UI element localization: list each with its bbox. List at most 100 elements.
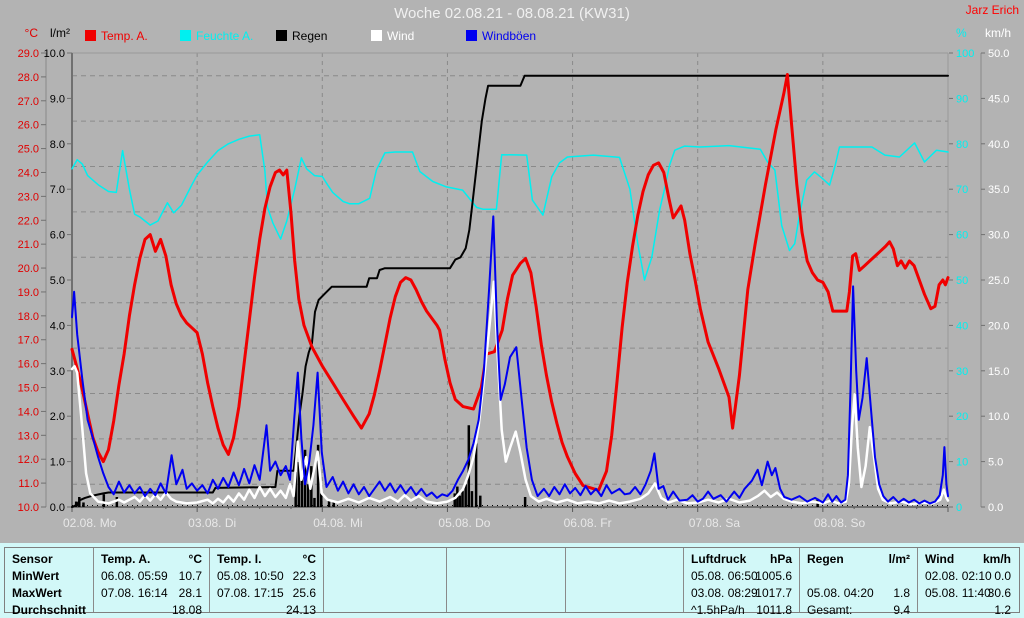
humidity-axis-tick-label: 50	[956, 275, 968, 287]
stats-min-label: 05.08. 06:50	[691, 569, 758, 583]
stats-row-label: Durchschnitt	[5, 603, 93, 618]
temp-axis-tick-label: 18.0	[18, 311, 39, 323]
stats-max: 03.08. 08:29 1017.7	[684, 586, 799, 602]
stats-max-label: 05.08. 04:20	[807, 586, 874, 600]
stats-avg: 1.2	[918, 603, 1018, 618]
legend-label: Wind	[387, 29, 414, 43]
rain-axis-tick-label: 8.0	[50, 139, 65, 151]
day-label: 07.08. Sa	[689, 516, 741, 530]
windspeed-axis-tick-label: 50.0	[988, 48, 1009, 60]
legend-swatch-2	[180, 30, 191, 41]
stats-min-label: 02.08. 02:10	[925, 569, 992, 583]
humidity-axis-tick-label: 30	[956, 366, 968, 378]
stats-row-labels-column: Sensor MinWert MaxWert Durchschnitt	[5, 548, 93, 617]
stats-max-value: 30.6	[987, 586, 1011, 600]
stats-max-value: 1.8	[893, 586, 910, 600]
weather-chart: Woche 02.08.21 - 08.08.21 (KW31) Jarz Er…	[18, 3, 1019, 530]
humidity-axis-tick-label: 40	[956, 320, 968, 332]
stats-max: 07.08. 17:15 25.6	[210, 586, 323, 602]
legend-label: Regen	[292, 29, 327, 43]
temp-axis-tick-label: 21.0	[18, 239, 39, 251]
series-line-temp-a	[70, 73, 950, 492]
rain-axis-tick-label: 6.0	[50, 230, 65, 242]
stats-column: Luftdruck hPa 05.08. 06:50 1005.6 03.08. 08:…	[683, 548, 799, 617]
temp-axis-tick-label: 10.0	[18, 502, 39, 514]
stats-header-value: km/h	[982, 552, 1011, 566]
stats-max-label: 07.08. 17:15	[217, 586, 284, 600]
stats-avg: ^1.5hPa/h 1011.8	[684, 603, 799, 618]
stats-min-value: 0.0	[994, 569, 1011, 583]
temp-axis-tick-label: 13.0	[18, 430, 39, 442]
stats-column: Temp. I. °C 05.08. 10:50 22.3 07.08. 17:15 25…	[209, 548, 323, 617]
legend-label: Feuchte A.	[196, 29, 253, 43]
stats-header-label: Luftdruck	[691, 552, 747, 566]
windspeed-axis-tick-label: 45.0	[988, 93, 1009, 105]
stats-column: Wind km/h 02.08. 02:10 0.0 05.08. 11:40 30.6 1…	[917, 548, 1018, 617]
windspeed-axis-tick-label: 0.0	[988, 502, 1003, 514]
stats-header: Temp. A. °C	[94, 552, 209, 568]
stats-panel: Sensor MinWert MaxWert Durchschnitt Temp. A.…	[0, 543, 1024, 618]
stats-max-label: 07.08. 16:14	[101, 586, 168, 600]
axis-unit-rain: l/m²	[50, 26, 70, 40]
series-line-regen	[71, 74, 949, 508]
stats-min-value: 22.3	[292, 569, 316, 583]
stats-header-value: °C	[188, 552, 202, 566]
stats-max-value: 1017.7	[755, 586, 792, 600]
humidity-axis-tick-label: 70	[956, 184, 968, 196]
stats-max-label: 03.08. 08:29	[691, 586, 758, 600]
stats-max-value: 25.6	[292, 586, 316, 600]
stats-max: 05.08. 04:20 1.8	[800, 586, 917, 602]
stats-min	[800, 569, 917, 585]
stats-avg-value: 9.4	[893, 603, 910, 617]
temp-axis-tick-label: 16.0	[18, 359, 39, 371]
stats-header-label: Temp. I.	[217, 552, 262, 566]
temp-axis-tick-label: 23.0	[18, 191, 39, 203]
stats-min-label: 05.08. 10:50	[217, 569, 284, 583]
stats-header-value: hPa	[769, 552, 792, 566]
humidity-axis-tick-label: 10	[956, 457, 968, 469]
temp-axis-tick-label: 14.0	[18, 406, 39, 418]
series-line-windb-en	[71, 215, 949, 505]
stats-max-value: 28.1	[178, 586, 202, 600]
legend-swatch-1	[85, 30, 96, 41]
stats-row-label-label: Sensor	[12, 552, 53, 566]
stats-avg: 24.13	[210, 603, 323, 618]
stats-min-value: 1005.6	[755, 569, 792, 583]
legend-label: Windböen	[482, 29, 536, 43]
stats-header: Temp. I. °C	[210, 552, 323, 568]
day-label: 08.08. So	[814, 516, 866, 530]
windspeed-axis-tick-label: 5.0	[988, 457, 1003, 469]
stats-max-label: 05.08. 11:40	[925, 586, 991, 600]
day-label: 04.08. Mi	[313, 516, 362, 530]
stats-table: Sensor MinWert MaxWert Durchschnitt Temp. A.…	[4, 547, 1020, 617]
stats-column: Temp. A. °C 06.08. 05:59 10.7 07.08. 16:14 28…	[93, 548, 209, 617]
stats-row-label-label: MaxWert	[12, 586, 62, 600]
stats-row-label: MinWert	[5, 569, 93, 585]
rain-axis-tick-label: 3.0	[50, 366, 65, 378]
stats-avg: Gesamt: 9.4	[800, 603, 917, 618]
stats-min-label: 06.08. 05:59	[101, 569, 168, 583]
windspeed-axis-tick-label: 25.0	[988, 275, 1009, 287]
humidity-axis-tick-label: 80	[956, 139, 968, 151]
day-label: 03.08. Di	[188, 516, 236, 530]
stats-column	[446, 548, 565, 612]
stats-header-label: Regen	[807, 552, 844, 566]
stats-column	[565, 548, 683, 612]
legend-swatch-5	[466, 30, 477, 41]
stats-avg-label: Gesamt:	[807, 603, 853, 617]
rain-axis-tick-label: 5.0	[50, 275, 65, 287]
page-title: Woche 02.08.21 - 08.08.21 (KW31)	[394, 5, 630, 22]
stats-avg-value: 1.2	[994, 603, 1011, 617]
day-label: 05.08. Do	[438, 516, 490, 530]
stats-avg-value: 18.08	[171, 603, 202, 617]
windspeed-axis-tick-label: 40.0	[988, 139, 1009, 151]
user-name: Jarz Erich	[966, 3, 1019, 17]
windspeed-axis-tick-label: 10.0	[988, 411, 1009, 423]
rain-axis-tick-label: 7.0	[50, 184, 65, 196]
windspeed-axis-tick-label: 20.0	[988, 320, 1009, 332]
stats-header-label: Wind	[925, 552, 955, 566]
temp-axis-tick-label: 11.0	[18, 478, 39, 490]
temp-axis-tick-label: 12.0	[18, 454, 39, 466]
series-line-wind	[70, 280, 950, 506]
